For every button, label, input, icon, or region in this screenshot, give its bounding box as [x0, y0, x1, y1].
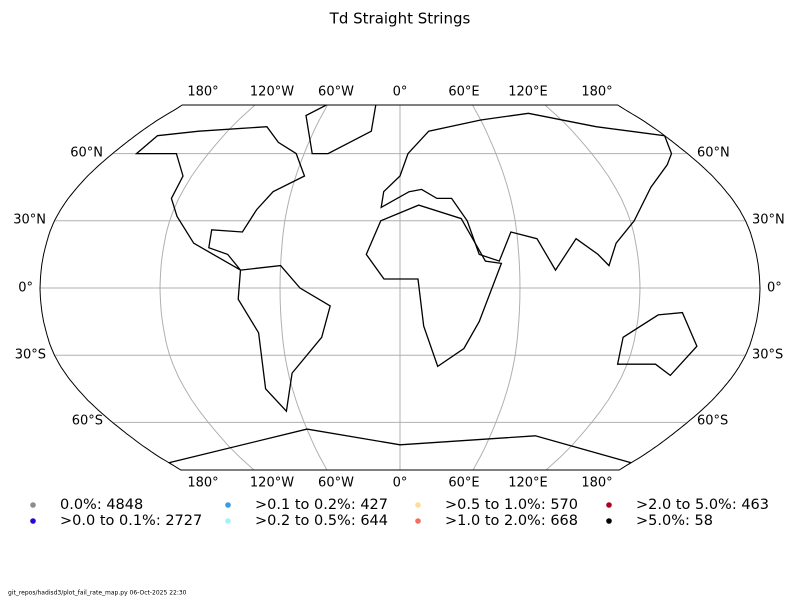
lon-label: 120°W — [250, 476, 294, 491]
meridian — [279, 105, 337, 470]
legend-marker — [225, 518, 231, 524]
lat-label: 0° — [18, 281, 33, 296]
legend-label: >5.0%: 58 — [636, 513, 713, 529]
map: 180° 180° 120°W 120°W 60°W 60°W 0° 0° 60°E 60°E 12… — [13, 85, 785, 491]
map-outline — [39, 104, 761, 471]
lon-label: 180° — [581, 85, 612, 100]
coastline — [134, 126, 306, 271]
map-body — [40, 105, 760, 470]
lon-label: 60°W — [318, 476, 354, 491]
legend-label: >0.5 to 1.0%: 570 — [445, 497, 578, 513]
legend-label: >0.0 to 0.1%: 2727 — [60, 513, 202, 529]
lat-label: 30°N — [752, 213, 785, 228]
lon-label: 180° — [187, 85, 218, 100]
legend-marker — [415, 518, 421, 524]
coastline — [237, 264, 331, 413]
legend-label: >1.0 to 2.0%: 668 — [445, 513, 578, 529]
legend-label: 0.0%: 4848 — [60, 497, 143, 513]
lon-label: 120°E — [508, 476, 548, 491]
legend-label: >0.1 to 0.2%: 427 — [255, 497, 388, 513]
legend-label: >0.2 to 0.5%: 644 — [255, 513, 388, 529]
lat-label: 30°N — [13, 213, 46, 228]
lon-label: 120°E — [508, 85, 548, 100]
lat-label: 0° — [767, 281, 782, 296]
lat-label: 60°N — [70, 146, 103, 161]
lon-label: 60°E — [448, 476, 479, 491]
legend-marker — [30, 502, 36, 508]
lat-label: 60°S — [72, 414, 103, 429]
meridian — [463, 105, 521, 470]
coastline — [365, 204, 503, 368]
lat-label: 60°S — [697, 414, 728, 429]
coastline — [167, 428, 633, 470]
legend-label: >2.0 to 5.0%: 463 — [636, 497, 769, 513]
legend-marker — [606, 518, 612, 524]
footer: git_repos/hadisd3/plot_fail_rate_map.py … — [8, 590, 187, 597]
legend: 0.0%: 4848>0.0 to 0.1%: 2727 >0.1 to 0.2%… — [30, 497, 769, 529]
legend-marker — [606, 502, 612, 508]
lat-label: 30°S — [752, 348, 783, 363]
map-title: Td Straight Strings — [329, 10, 471, 28]
lon-label: 0° — [393, 476, 408, 491]
lon-label: 180° — [187, 476, 218, 491]
lat-label: 30°S — [15, 348, 46, 363]
meridian — [527, 105, 641, 470]
coastline — [616, 311, 698, 377]
coastline — [380, 112, 673, 272]
lon-label: 180° — [581, 476, 612, 491]
lon-label: 60°E — [448, 85, 479, 100]
lat-label: 60°N — [697, 146, 730, 161]
legend-marker — [30, 518, 36, 524]
lon-label: 0° — [393, 85, 408, 100]
legend-marker — [225, 502, 231, 508]
meridian — [159, 105, 273, 470]
coastline — [305, 105, 377, 155]
lon-label: 120°W — [250, 85, 294, 100]
lon-label: 60°W — [318, 85, 354, 100]
legend-marker — [415, 502, 421, 508]
